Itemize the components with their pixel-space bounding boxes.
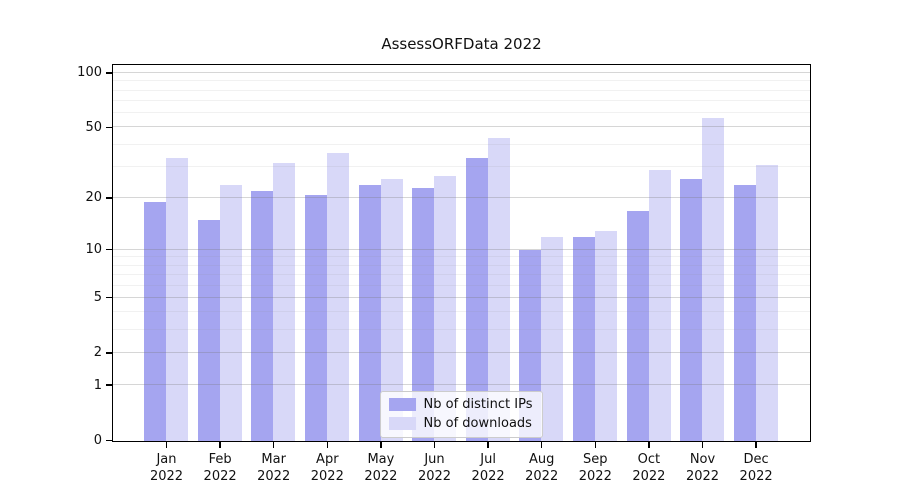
legend-item-distinct-ips: Nb of distinct IPs <box>388 397 533 412</box>
bar-sep-downloads <box>595 230 617 441</box>
y-tick-mark <box>106 352 112 354</box>
bar-jun-distinct-ips <box>412 187 435 441</box>
gridline-4 <box>113 311 810 313</box>
y-tick-label: 20 <box>85 190 102 206</box>
x-tick-mark <box>594 442 596 448</box>
y-tick-label: 0 <box>93 432 102 448</box>
gridline-100 <box>113 72 810 74</box>
x-tick-label-aug: Aug 2022 <box>525 452 559 484</box>
y-tick-label: 1 <box>93 377 102 393</box>
x-tick-label-apr: Apr 2022 <box>310 452 344 484</box>
x-tick-mark <box>701 442 704 448</box>
x-tick-mark <box>219 442 221 448</box>
x-tick-mark <box>541 442 543 448</box>
legend-swatch-downloads <box>388 417 416 430</box>
gridline-9 <box>113 256 810 258</box>
y-tick-mark <box>106 384 112 386</box>
chart-title: AssessORFData 2022 <box>381 35 542 53</box>
x-tick-label-dec: Dec 2022 <box>739 452 773 484</box>
bar-dec-downloads <box>755 165 778 441</box>
x-tick-label-nov: Nov 2022 <box>685 452 720 484</box>
legend: Nb of distinct IPs Nb of downloads <box>379 391 544 438</box>
x-tick-mark <box>165 442 168 448</box>
bar-jun-downloads <box>434 175 457 441</box>
bar-apr-downloads <box>327 153 349 441</box>
x-tick-mark <box>755 442 757 448</box>
y-tick-mark <box>106 248 112 251</box>
x-tick-mark <box>433 442 436 448</box>
bar-sep-distinct-ips <box>573 236 595 441</box>
gridline-80 <box>113 89 810 91</box>
x-tick-label-feb: Feb 2022 <box>203 452 237 484</box>
x-tick-label-may: May 2022 <box>364 452 398 484</box>
x-tick-mark <box>380 442 382 448</box>
bar-may-distinct-ips <box>358 184 381 441</box>
bar-may-downloads <box>380 178 403 441</box>
x-tick-label-sep: Sep 2022 <box>578 452 612 484</box>
legend-item-downloads: Nb of downloads <box>388 416 533 431</box>
bar-apr-distinct-ips <box>305 194 327 441</box>
bar-aug-downloads <box>541 236 564 441</box>
gridline-6 <box>113 284 810 286</box>
gridline-8 <box>113 264 810 266</box>
gridline-60 <box>113 112 810 114</box>
bar-jul-downloads <box>487 137 510 441</box>
gridline-70 <box>113 100 810 102</box>
bar-jan-downloads <box>166 157 189 441</box>
y-tick-label: 2 <box>93 345 102 361</box>
y-tick-mark <box>106 72 112 74</box>
y-tick-label: 50 <box>85 119 102 135</box>
gridline-20 <box>113 197 810 199</box>
gridline-10 <box>113 248 810 250</box>
gridline-7 <box>113 273 810 275</box>
bar-jul-distinct-ips <box>465 157 488 441</box>
gridline-50 <box>113 126 810 128</box>
x-tick-label-oct: Oct 2022 <box>632 452 666 484</box>
bar-mar-distinct-ips <box>251 191 274 441</box>
bar-dec-distinct-ips <box>733 184 756 441</box>
bar-nov-distinct-ips <box>680 178 703 441</box>
x-tick-mark <box>273 442 275 448</box>
bar-nov-downloads <box>702 117 725 441</box>
bar-feb-downloads <box>219 184 242 441</box>
legend-swatch-distinct-ips <box>388 398 416 411</box>
x-tick-label-jul: Jul 2022 <box>471 452 505 484</box>
legend-label-downloads: Nb of downloads <box>423 416 532 431</box>
y-tick-mark <box>106 197 112 199</box>
gridline-5 <box>113 296 810 298</box>
y-tick-label: 10 <box>85 241 102 257</box>
gridline-1 <box>113 384 810 386</box>
bar-jan-distinct-ips <box>144 202 167 441</box>
y-tick-mark <box>106 296 112 299</box>
x-tick-label-mar: Mar 2022 <box>257 452 291 484</box>
y-tick-label: 5 <box>93 290 102 306</box>
gridline-2 <box>113 352 810 354</box>
bar-mar-downloads <box>273 162 296 441</box>
bar-oct-distinct-ips <box>626 210 649 441</box>
x-tick-mark <box>326 442 328 448</box>
bar-feb-distinct-ips <box>197 220 220 441</box>
gridline-40 <box>113 143 810 145</box>
plot-area: Nb of distinct IPs Nb of downloads <box>112 64 811 442</box>
gridline-3 <box>113 329 810 331</box>
y-tick-mark <box>106 126 112 128</box>
gridline-90 <box>113 80 810 82</box>
legend-label-distinct-ips: Nb of distinct IPs <box>423 397 533 412</box>
y-tick-mark <box>106 439 112 441</box>
x-tick-mark <box>648 442 650 448</box>
y-tick-label: 100 <box>77 65 102 81</box>
x-tick-label-jun: Jun 2022 <box>417 452 452 484</box>
x-tick-label-jan: Jan 2022 <box>149 452 184 484</box>
x-tick-mark <box>487 442 489 448</box>
bar-oct-downloads <box>648 170 671 441</box>
gridline-30 <box>113 166 810 168</box>
